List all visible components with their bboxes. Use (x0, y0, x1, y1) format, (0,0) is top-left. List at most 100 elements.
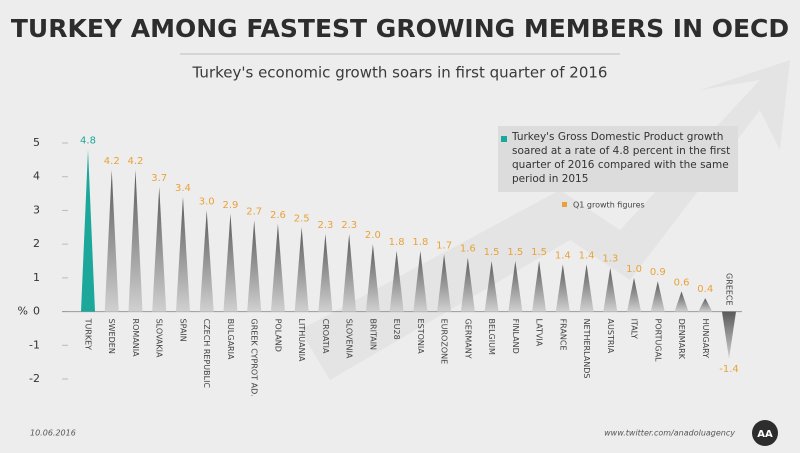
x-tick-label: BELGIUM (487, 319, 496, 355)
value-label: 1.8 (389, 237, 405, 248)
logo-badge (752, 420, 778, 446)
x-tick-label: SLOVENIA (345, 319, 354, 359)
bar (437, 254, 452, 312)
bar (603, 267, 618, 312)
x-tick-label: DENMARK (677, 319, 686, 360)
x-tick-label: EUROZONE (440, 319, 449, 365)
value-label: 0.6 (674, 277, 690, 288)
bar (294, 227, 309, 312)
x-tick-label: LATVIA (535, 319, 544, 347)
x-tick-label: TURKEY (84, 318, 93, 351)
y-axis-label: % (18, 305, 28, 318)
x-tick-label: CROATIA (321, 319, 330, 354)
value-label: 1.8 (412, 237, 428, 248)
y-tick-label: 0 (33, 305, 40, 318)
value-label: 1.3 (602, 254, 618, 265)
x-tick-label: SPAIN (178, 319, 187, 342)
value-label: 1.4 (555, 250, 571, 261)
annotation-text: soared at a rate of 4.8 percent in the f… (512, 145, 730, 157)
annotation-text: quarter of 2016 compared with the same (512, 159, 729, 171)
x-tick-label: FRANCE (558, 319, 567, 351)
y-tick-label: 2 (33, 237, 40, 250)
bar (532, 261, 547, 312)
value-label: 2.7 (246, 207, 262, 218)
x-tick-label: LITHUANIA (297, 319, 306, 362)
y-tick-label: 4 (33, 170, 40, 183)
bar (674, 291, 689, 312)
value-label: 3.4 (175, 183, 191, 194)
value-label: 0.4 (697, 284, 713, 295)
value-label: 1.0 (626, 264, 642, 275)
x-tick-label: BRITAIN (368, 319, 377, 351)
y-tick-label: 1 (33, 271, 40, 284)
chart-title: TURKEY AMONG FASTEST GROWING MEMBERS IN … (11, 14, 789, 43)
legend-swatch (562, 202, 567, 207)
value-label: 4.2 (104, 156, 120, 167)
bar (579, 264, 594, 312)
value-label: 4.8 (80, 136, 96, 147)
x-tick-label: CZECH REPUBLIC (202, 319, 211, 389)
value-label: 4.2 (128, 156, 144, 167)
x-tick-label: PORTUGAL (653, 319, 662, 363)
value-label: 3.7 (151, 173, 167, 184)
bar (722, 311, 736, 359)
value-label: 1.6 (460, 244, 476, 255)
value-label: 1.5 (531, 247, 547, 258)
value-label: 2.3 (341, 220, 357, 231)
value-label: 0.9 (650, 267, 666, 278)
annotation-text: Turkey's Gross Domestic Product growth (511, 131, 723, 143)
y-tick-label: -1 (29, 338, 40, 351)
value-label: 1.4 (579, 250, 595, 261)
bar (270, 223, 285, 312)
bar (555, 264, 570, 312)
bar (128, 169, 143, 312)
bar (460, 257, 475, 312)
logo: AA (757, 429, 773, 440)
x-tick-label: ROMANIA (131, 319, 140, 358)
bar (365, 244, 380, 312)
bar (484, 261, 499, 312)
bar (104, 169, 119, 312)
bar (199, 210, 214, 312)
y-tick-label: -2 (29, 372, 40, 385)
value-label: 2.3 (317, 220, 333, 231)
x-tick-label: BULGARIA (226, 319, 235, 360)
bar (247, 220, 262, 312)
bar (175, 196, 190, 312)
y-tick-label: 3 (33, 203, 40, 216)
x-tick-label: SLOVAKIA (155, 319, 164, 358)
x-tick-label: NETHERLANDS (582, 319, 591, 379)
bar (81, 149, 95, 312)
value-label: 2.5 (294, 213, 310, 224)
annotation-text: period in 2015 (512, 173, 588, 185)
bar (223, 213, 238, 312)
bar (389, 250, 404, 312)
x-tick-label: FINLAND (511, 319, 520, 354)
x-tick-label: AUSTRIA (606, 319, 615, 354)
value-label: 2.0 (365, 230, 381, 241)
value-label: 2.6 (270, 210, 286, 221)
date: 10.06.2016 (30, 429, 76, 438)
value-label: -1.4 (719, 364, 739, 375)
bar (413, 250, 428, 312)
annotation-marker (501, 136, 507, 142)
x-tick-label: GREECE (725, 273, 734, 306)
value-label: 2.9 (222, 200, 238, 211)
value-label: 1.5 (507, 247, 523, 258)
x-tick-label: POLAND (273, 319, 282, 352)
annotation-box (498, 126, 738, 192)
chart-subtitle: Turkey's economic growth soars in first … (192, 64, 608, 82)
legend-label: Q1 growth figures (573, 201, 645, 210)
value-label: 3.0 (199, 196, 215, 207)
x-tick-label: ITALY (630, 319, 639, 339)
x-tick-label: HUNGARY (701, 319, 710, 359)
bar (508, 261, 523, 312)
y-tick-label: 5 (33, 136, 40, 149)
x-tick-label: SWEDEN (107, 319, 116, 354)
bar (318, 234, 333, 312)
bar (627, 277, 642, 312)
bar (342, 234, 357, 312)
bar (152, 186, 167, 312)
x-tick-label: GREEK CYPROT AD. (250, 319, 259, 397)
